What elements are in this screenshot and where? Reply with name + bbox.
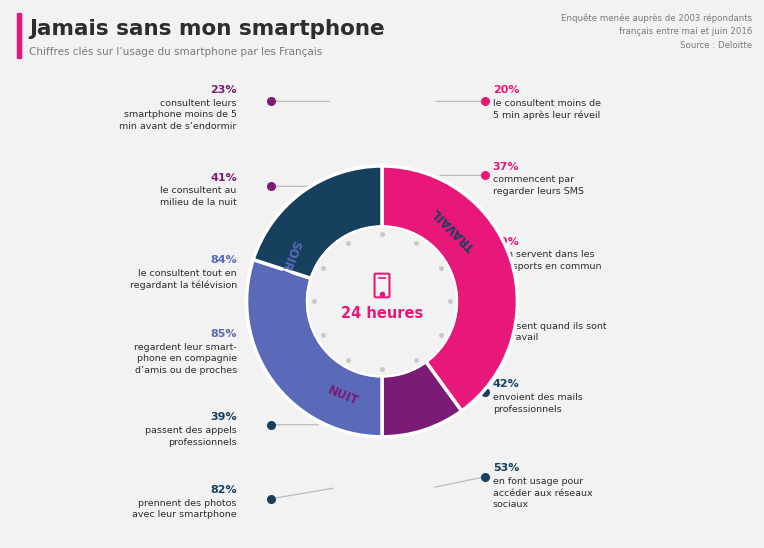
Text: passent des appels
professionnels: passent des appels professionnels: [145, 426, 237, 447]
Text: 39%: 39%: [210, 412, 237, 422]
Text: Jamais sans mon smartphone: Jamais sans mon smartphone: [29, 19, 384, 39]
Text: prennent des photos
avec leur smartphone: prennent des photos avec leur smartphone: [132, 499, 237, 520]
Text: 37%: 37%: [493, 162, 520, 172]
Text: TRAVAIL: TRAVAIL: [430, 205, 478, 253]
Text: 24 heures: 24 heures: [341, 306, 423, 321]
Text: envoient des mails
professionnels: envoient des mails professionnels: [493, 393, 582, 414]
Text: le consultent au
milieu de la nuit: le consultent au milieu de la nuit: [160, 186, 237, 207]
Text: l’utilisent quand ils sont
au travail: l’utilisent quand ils sont au travail: [493, 322, 607, 342]
Text: en font usage pour
accéder aux réseaux
sociaux: en font usage pour accéder aux réseaux s…: [493, 477, 592, 509]
Text: 49%: 49%: [493, 237, 520, 247]
Wedge shape: [382, 166, 517, 411]
Text: consultent leurs
smartphone moins de 5
min avant de s’endormir: consultent leurs smartphone moins de 5 m…: [119, 99, 237, 131]
Text: 85%: 85%: [210, 329, 237, 339]
Text: s’en servent dans les
transports en commun: s’en servent dans les transports en comm…: [493, 250, 601, 271]
Text: 53%: 53%: [493, 463, 520, 473]
Text: 20%: 20%: [493, 85, 520, 95]
Text: commencent par
regarder leurs SMS: commencent par regarder leurs SMS: [493, 175, 584, 196]
Text: SOIRÉE: SOIRÉE: [272, 238, 303, 287]
Wedge shape: [247, 260, 382, 437]
Text: 41%: 41%: [210, 173, 237, 182]
Text: 84%: 84%: [210, 255, 237, 265]
Text: MATIN: MATIN: [478, 280, 490, 323]
Wedge shape: [253, 166, 382, 278]
Text: 92%: 92%: [493, 308, 520, 318]
Circle shape: [309, 229, 455, 374]
Circle shape: [307, 226, 457, 376]
Wedge shape: [382, 362, 461, 437]
Text: NUIT: NUIT: [325, 384, 360, 408]
Text: 42%: 42%: [493, 379, 520, 389]
Text: 82%: 82%: [210, 485, 237, 495]
Text: Enquête menée auprès de 2003 répondants
français entre mai et juin 2016
Source :: Enquête menée auprès de 2003 répondants …: [562, 14, 753, 50]
Text: 23%: 23%: [210, 85, 237, 95]
Text: Chiffres clés sur l’usage du smartphone par les Français: Chiffres clés sur l’usage du smartphone …: [29, 47, 322, 57]
Text: regardent leur smart-
phone en compagnie
d’amis ou de proches: regardent leur smart- phone en compagnie…: [134, 342, 237, 375]
Bar: [17, 13, 21, 58]
Text: le consultent moins de
5 min après leur réveil: le consultent moins de 5 min après leur …: [493, 99, 601, 120]
Text: le consultent tout en
regardant la télévision: le consultent tout en regardant la télév…: [130, 269, 237, 290]
